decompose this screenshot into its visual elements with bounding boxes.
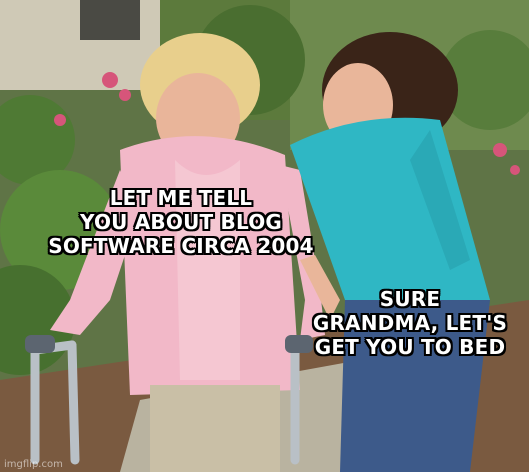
- caption-line: SURE: [379, 287, 441, 311]
- caption-line: SOFTWARE CIRCA 2004: [48, 234, 314, 258]
- flowers: [54, 72, 520, 175]
- walker-grips: [25, 335, 313, 353]
- bottom-caption: SURE GRANDMA, LET'S GET YOU TO BED: [308, 287, 512, 359]
- watermark: imgflip.com: [4, 459, 63, 470]
- caption-line: LET ME TELL: [109, 186, 253, 210]
- caption-line: GET YOU TO BED: [314, 335, 506, 359]
- window: [80, 0, 140, 40]
- granddaughter: [290, 32, 490, 472]
- caption-line: YOU ABOUT BLOG: [79, 210, 283, 234]
- grandma: [50, 33, 325, 472]
- caption-line: GRANDMA, LET'S: [312, 311, 508, 335]
- top-caption: LET ME TELL YOU ABOUT BLOG SOFTWARE CIRC…: [28, 186, 334, 258]
